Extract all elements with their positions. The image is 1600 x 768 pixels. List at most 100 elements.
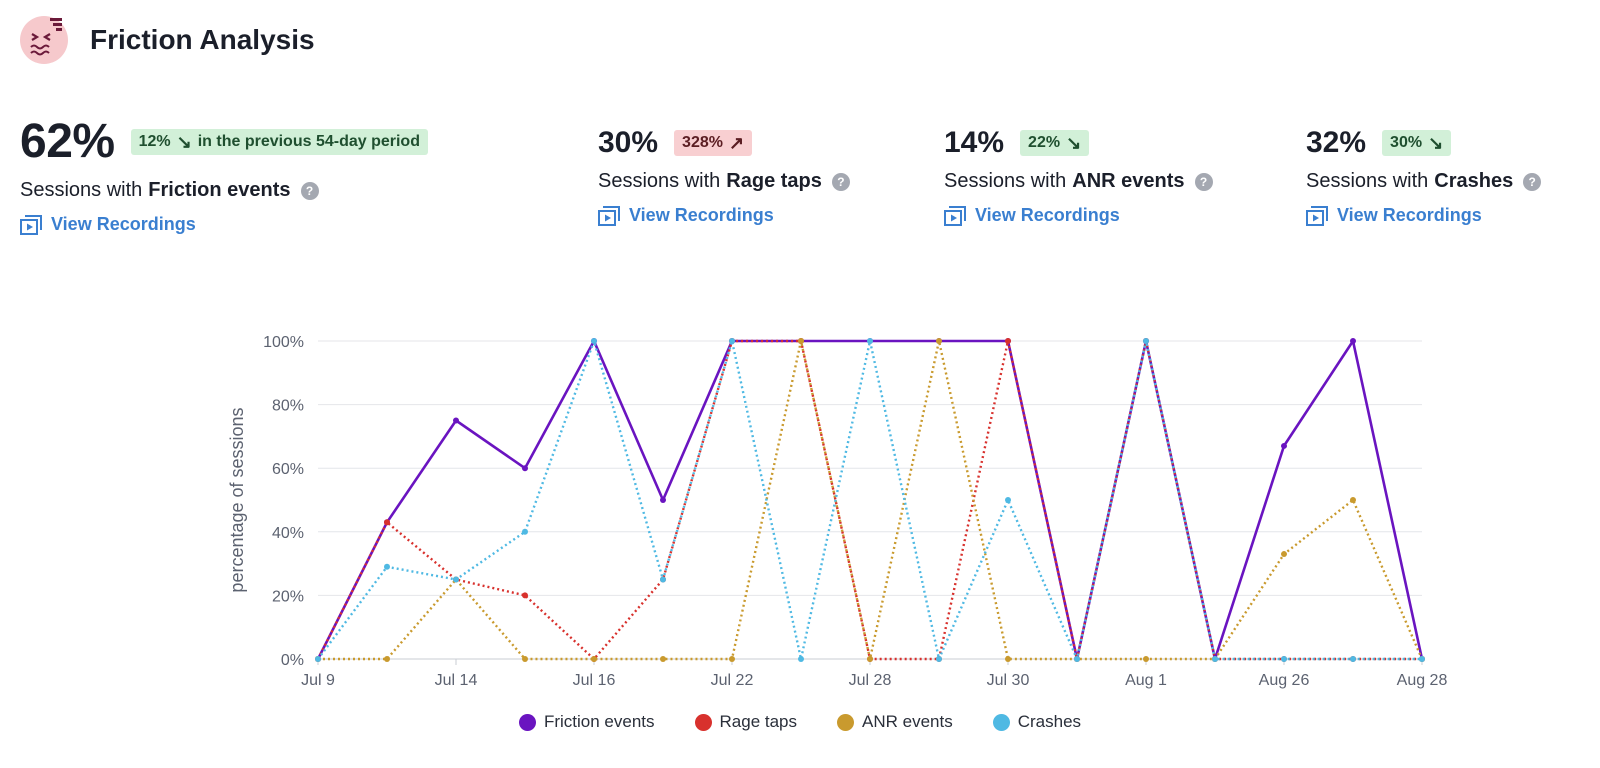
desc-bold: Friction events bbox=[148, 179, 291, 201]
friction-face-icon bbox=[20, 16, 68, 64]
metric-value: 30% bbox=[598, 126, 659, 159]
data-point-anr-events bbox=[591, 656, 597, 662]
x-tick-label: Aug 26 bbox=[1259, 672, 1310, 689]
link-label: View Recordings bbox=[629, 205, 774, 225]
data-point-crashes bbox=[384, 563, 390, 570]
x-tick-label: Jul 14 bbox=[435, 672, 478, 689]
data-point-rage-taps bbox=[1005, 338, 1011, 344]
friction-line-chart: 0% 20% 40% 60% 80% 100% Jul 9 Jul 14 Jul 16 Jul 2… bbox=[227, 334, 1448, 689]
legend-item[interactable]: Crashes bbox=[992, 712, 1082, 732]
desc-bold: Rage taps bbox=[726, 170, 822, 192]
desc-bold: ANR events bbox=[1072, 170, 1185, 192]
data-point-anr-events bbox=[1281, 551, 1287, 558]
view-recordings-link[interactable]: View Recordings bbox=[598, 205, 850, 226]
chart-legend: Friction events Rage taps ANR events Crashe… bbox=[0, 712, 1600, 732]
view-recordings-link[interactable]: View Recordings bbox=[1306, 205, 1541, 226]
help-icon[interactable]: ? bbox=[831, 172, 850, 191]
recording-icon bbox=[598, 205, 620, 226]
data-point-crashes bbox=[522, 528, 528, 535]
x-tick-label: Jul 22 bbox=[711, 672, 754, 689]
change-note: in the previous 54-day period bbox=[197, 132, 420, 150]
metric-description: Sessions with Rage taps ? bbox=[598, 170, 850, 193]
data-point-anr-events bbox=[384, 656, 390, 662]
metric-value: 14% bbox=[944, 126, 1005, 159]
data-point-crashes bbox=[453, 576, 459, 583]
legend-item[interactable]: Rage taps bbox=[694, 712, 798, 732]
x-tick-label: Aug 1 bbox=[1125, 672, 1167, 689]
desc-prefix: Sessions with bbox=[1306, 170, 1429, 192]
y-tick-label: 80% bbox=[272, 398, 304, 415]
data-point-crashes bbox=[1350, 656, 1356, 662]
recording-icon bbox=[20, 214, 42, 235]
arrow-down-icon: ↘ bbox=[176, 131, 192, 152]
desc-prefix: Sessions with bbox=[598, 170, 721, 192]
desc-prefix: Sessions with bbox=[20, 179, 143, 201]
change-percent: 328% bbox=[682, 134, 723, 151]
data-point-friction-events bbox=[453, 417, 459, 424]
data-point-friction-events bbox=[1350, 338, 1356, 344]
change-badge: 22% ↘ bbox=[1020, 130, 1090, 156]
data-point-anr-events bbox=[798, 338, 804, 344]
data-point-crashes bbox=[591, 338, 597, 344]
link-label: View Recordings bbox=[51, 214, 196, 234]
data-point-crashes bbox=[1419, 656, 1425, 662]
page-header: Friction Analysis bbox=[20, 16, 315, 64]
x-tick-label: Jul 16 bbox=[573, 672, 616, 689]
desc-bold: Crashes bbox=[1434, 170, 1514, 192]
metric-description: Sessions with Crashes ? bbox=[1306, 170, 1542, 193]
data-point-anr-events bbox=[936, 338, 942, 344]
series-line-crashes bbox=[317, 339, 1422, 661]
data-point-crashes bbox=[1005, 497, 1011, 503]
legend-dot-icon bbox=[518, 713, 536, 731]
metric-friction-events: 62% 12% ↘ in the previous 54-day period … bbox=[20, 114, 428, 235]
change-badge: 328% ↗ bbox=[674, 130, 753, 156]
metric-rage-taps: 30% 328% ↗ Sessions with Rage taps ? Vie… bbox=[598, 126, 850, 226]
y-tick-label: 40% bbox=[272, 525, 304, 542]
y-axis-title: percentage of sessions bbox=[227, 407, 247, 592]
recording-icon bbox=[944, 205, 966, 226]
data-point-crashes bbox=[1212, 656, 1218, 662]
arrow-down-icon: ↘ bbox=[1066, 133, 1082, 153]
desc-prefix: Sessions with bbox=[944, 170, 1067, 192]
data-point-anr-events bbox=[729, 656, 735, 662]
data-point-anr-events bbox=[867, 656, 873, 662]
view-recordings-link[interactable]: View Recordings bbox=[944, 205, 1213, 226]
arrow-down-icon: ↘ bbox=[1428, 133, 1444, 153]
data-point-friction-events bbox=[660, 497, 666, 503]
x-tick-label: Jul 30 bbox=[987, 672, 1030, 689]
recording-icon bbox=[1306, 205, 1328, 226]
help-icon[interactable]: ? bbox=[300, 181, 319, 200]
data-point-crashes bbox=[936, 656, 942, 662]
legend-dot-icon bbox=[837, 713, 855, 731]
view-recordings-link[interactable]: View Recordings bbox=[20, 214, 428, 235]
data-point-crashes bbox=[798, 656, 804, 662]
data-point-crashes bbox=[1074, 656, 1080, 662]
legend-item[interactable]: ANR events bbox=[837, 712, 953, 732]
y-tick-label: 60% bbox=[272, 461, 304, 478]
legend-label: Friction events bbox=[543, 712, 655, 731]
legend-dot-icon bbox=[694, 713, 712, 731]
data-point-crashes bbox=[729, 338, 735, 344]
metric-value: 32% bbox=[1306, 126, 1367, 159]
y-tick-label: 20% bbox=[272, 588, 304, 605]
legend-label: ANR events bbox=[862, 712, 953, 731]
data-point-crashes bbox=[315, 656, 321, 662]
help-icon[interactable]: ? bbox=[1523, 172, 1542, 191]
page-title: Friction Analysis bbox=[90, 24, 315, 55]
data-point-friction-events bbox=[1281, 442, 1287, 449]
link-label: View Recordings bbox=[975, 205, 1120, 225]
legend-item[interactable]: Friction events bbox=[518, 712, 655, 732]
change-badge: 12% ↘ in the previous 54-day period bbox=[130, 128, 428, 155]
data-point-anr-events bbox=[1005, 656, 1011, 662]
legend-label: Crashes bbox=[1017, 712, 1082, 731]
x-tick-label: Aug 28 bbox=[1397, 672, 1448, 689]
metric-description: Sessions with Friction events ? bbox=[20, 179, 428, 202]
y-tick-label: 100% bbox=[263, 334, 304, 351]
change-percent: 22% bbox=[1028, 134, 1061, 151]
series-line-anr-events bbox=[318, 339, 1424, 661]
legend-label: Rage taps bbox=[719, 712, 798, 731]
data-point-rage-taps bbox=[384, 519, 390, 526]
help-icon[interactable]: ? bbox=[1194, 172, 1213, 191]
change-percent: 30% bbox=[1390, 134, 1423, 151]
data-point-anr-events bbox=[1143, 656, 1149, 662]
